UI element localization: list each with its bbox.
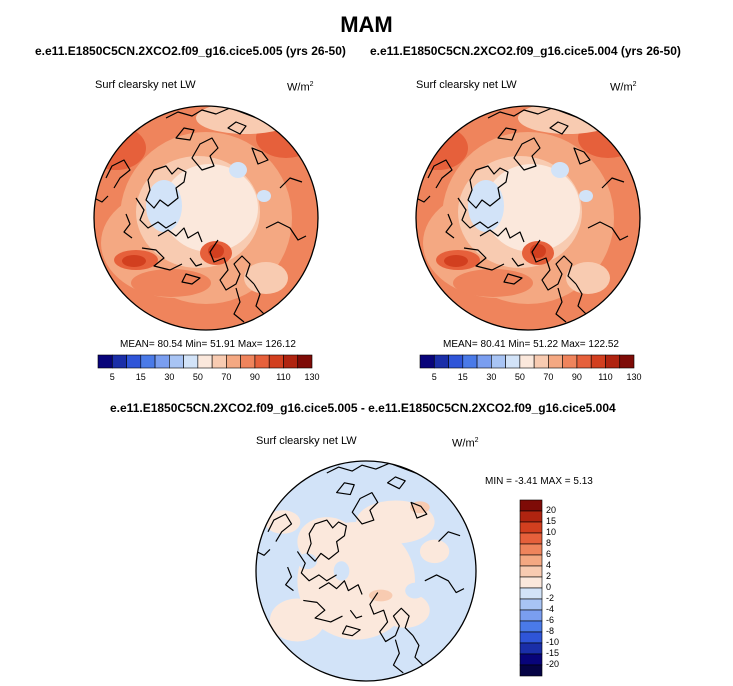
colorbar-tick-label: -6 (546, 615, 555, 625)
colorbar-tick-label: 15 (135, 372, 146, 382)
figure-title: MAM (340, 12, 393, 37)
colorbar-swatch (576, 354, 592, 369)
colorbar-tick-label: 5 (431, 372, 437, 382)
colorbar-swatch (419, 354, 435, 369)
colorbar-swatch (140, 354, 156, 369)
right-map (415, 105, 641, 331)
colorbar-swatch (169, 354, 184, 369)
colorbar-swatch (111, 354, 127, 369)
colorbar-swatch (154, 354, 170, 369)
colorbar-swatch (283, 354, 299, 369)
colorbar-swatch (533, 354, 549, 369)
colorbar-tick-label: 90 (571, 372, 582, 382)
colorbar-swatch (519, 642, 543, 655)
right-stats: MEAN= 80.41 Min= 51.22 Max= 122.52 (443, 339, 619, 350)
diff-stats: MIN = -3.41 MAX = 5.13 (485, 476, 593, 487)
colorbar-tick-label: 110 (598, 372, 613, 382)
colorbar-swatch (519, 620, 543, 633)
colorbar-swatch (519, 653, 543, 666)
colorbar-swatch (519, 354, 535, 369)
diff-colorbar (519, 499, 543, 677)
colorbar-swatch (519, 521, 543, 534)
left-variable-label: Surf clearsky net LW (95, 79, 196, 91)
colorbar-swatch (519, 576, 543, 589)
colorbar-tick-label: 130 (304, 372, 320, 382)
colorbar-swatch (519, 510, 543, 523)
colorbar-tick-label: -15 (546, 648, 560, 658)
left-units-label: W/m2 (287, 81, 314, 94)
colorbar-tick-label: 130 (626, 372, 642, 382)
colorbar-tick-label: 110 (276, 372, 291, 382)
colorbar-tick-label: -10 (546, 637, 560, 647)
colorbar-swatch (519, 631, 543, 644)
colorbar-swatch (519, 587, 543, 600)
colorbar-swatch (605, 354, 621, 369)
colorbar-tick-label: 15 (457, 372, 468, 382)
left-colorbar (97, 354, 313, 369)
colorbar-swatch (519, 532, 543, 545)
right-case-title: e.e11.E1850C5CN.2XCO2.f09_g16.cice5.004 … (370, 44, 681, 58)
colorbar-tick-label: 6 (546, 549, 552, 559)
colorbar-swatch (226, 354, 241, 369)
colorbar-swatch (462, 354, 478, 369)
colorbar-swatch (519, 554, 543, 567)
diff-units-label: W/m2 (452, 437, 479, 450)
right-units-label: W/m2 (610, 81, 637, 94)
colorbar-swatch (476, 354, 492, 369)
colorbar-swatch (183, 354, 199, 369)
diff-map (255, 460, 477, 682)
colorbar-swatch (297, 354, 313, 369)
colorbar-tick-label: -20 (546, 659, 560, 669)
left-case-title: e.e11.E1850C5CN.2XCO2.f09_g16.cice5.005 … (35, 44, 346, 58)
colorbar-swatch (519, 664, 543, 677)
colorbar-swatch (491, 354, 506, 369)
colorbar-tick-label: 15 (546, 516, 557, 526)
colorbar-swatch (619, 354, 635, 369)
colorbar-tick-label: -2 (546, 593, 555, 603)
colorbar-swatch (126, 354, 142, 369)
colorbar-tick-label: 90 (249, 372, 260, 382)
colorbar-swatch (590, 354, 606, 369)
colorbar-swatch (519, 609, 543, 622)
colorbar-tick-label: -8 (546, 626, 555, 636)
colorbar-tick-label: 0 (546, 582, 552, 592)
diff-variable-label: Surf clearsky net LW (256, 435, 357, 447)
colorbar-tick-label: 10 (546, 527, 557, 537)
colorbar-tick-label: 5 (109, 372, 115, 382)
colorbar-tick-label: 2 (546, 571, 552, 581)
colorbar-tick-label: 30 (486, 372, 497, 382)
left-map (93, 105, 319, 331)
colorbar-tick-label: 50 (192, 372, 203, 382)
colorbar-tick-label: 70 (221, 372, 232, 382)
colorbar-swatch (240, 354, 256, 369)
colorbar-tick-label: 4 (546, 560, 552, 570)
colorbar-tick-label: 8 (546, 538, 552, 548)
colorbar-swatch (268, 354, 284, 369)
colorbar-tick-label: 50 (514, 372, 525, 382)
colorbar-swatch (519, 499, 543, 512)
colorbar-swatch (505, 354, 521, 369)
colorbar-swatch (448, 354, 464, 369)
colorbar-swatch (519, 565, 543, 578)
colorbar-swatch (548, 354, 563, 369)
colorbar-swatch (433, 354, 449, 369)
colorbar-tick-label: 20 (546, 505, 557, 515)
colorbar-swatch (562, 354, 578, 369)
colorbar-swatch (197, 354, 213, 369)
colorbar-tick-label: 30 (164, 372, 175, 382)
colorbar-swatch (211, 354, 227, 369)
diff-case-title: e.e11.E1850C5CN.2XCO2.f09_g16.cice5.005 … (110, 401, 616, 415)
colorbar-swatch (254, 354, 270, 369)
colorbar-tick-label: 70 (543, 372, 554, 382)
left-stats: MEAN= 80.54 Min= 51.91 Max= 126.12 (120, 339, 296, 350)
right-variable-label: Surf clearsky net LW (416, 79, 517, 91)
colorbar-swatch (97, 354, 113, 369)
colorbar-swatch (519, 598, 543, 611)
colorbar-tick-label: -4 (546, 604, 555, 614)
right-colorbar (419, 354, 635, 369)
colorbar-swatch (519, 543, 543, 556)
